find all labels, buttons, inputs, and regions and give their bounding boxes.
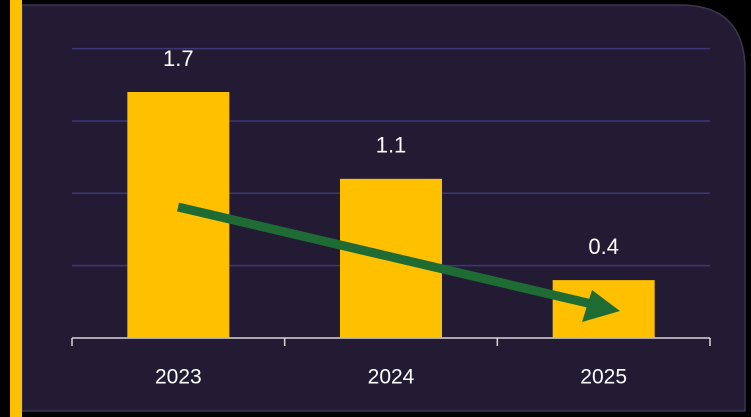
x-tick-label: 2024	[368, 366, 415, 389]
plot: 2023 1.7 2024 1.1 2025 0.4	[71, 46, 711, 389]
arrow-shaft	[176, 202, 594, 309]
accent-stripe	[10, 0, 22, 417]
value-label: 0.4	[588, 234, 619, 259]
arrow-head	[582, 290, 620, 322]
x-tick-label: 2023	[155, 366, 202, 389]
value-label: 1.7	[163, 46, 194, 71]
x-tick-label: 2025	[580, 366, 627, 389]
trend-arrow	[176, 202, 620, 322]
value-label: 1.1	[376, 133, 407, 158]
